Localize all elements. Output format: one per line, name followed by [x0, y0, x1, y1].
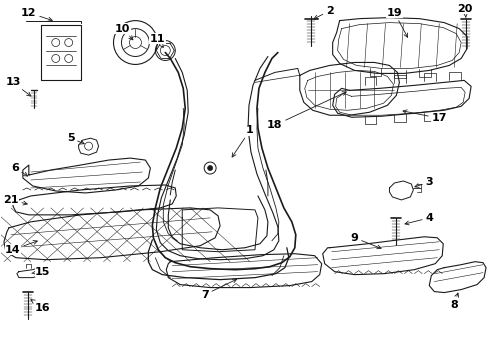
Text: 20: 20	[456, 4, 472, 17]
Text: 2: 2	[313, 6, 333, 19]
Text: 8: 8	[449, 293, 458, 310]
Text: 7: 7	[201, 279, 236, 300]
Text: 12: 12	[21, 8, 52, 21]
Circle shape	[207, 166, 212, 171]
Text: 5: 5	[67, 133, 84, 144]
Text: 19: 19	[386, 8, 407, 37]
Text: 15: 15	[32, 267, 50, 276]
Text: 17: 17	[402, 110, 446, 123]
Text: 6: 6	[11, 163, 28, 176]
Text: 13: 13	[5, 77, 31, 96]
Text: 10: 10	[115, 24, 133, 40]
Text: 21: 21	[3, 195, 27, 205]
Text: 16: 16	[31, 300, 50, 312]
Text: 9: 9	[350, 233, 380, 249]
Text: 14: 14	[5, 240, 37, 255]
Text: 4: 4	[404, 213, 432, 225]
Text: 18: 18	[266, 92, 346, 130]
Text: 1: 1	[232, 125, 253, 157]
Text: 3: 3	[414, 177, 432, 188]
Text: 11: 11	[149, 33, 165, 48]
